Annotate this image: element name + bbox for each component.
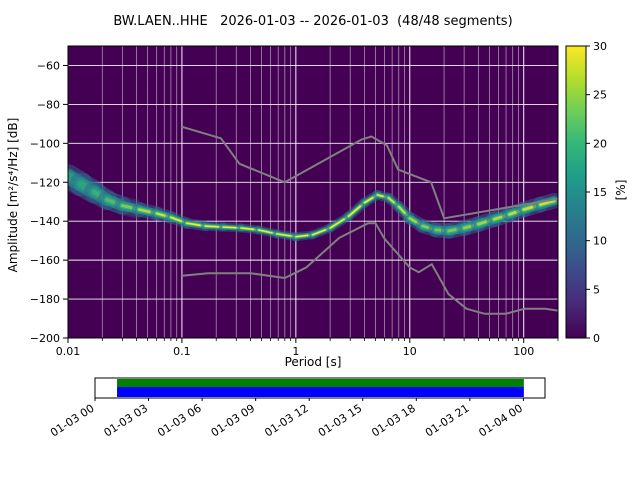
- y-tick-label: −80: [37, 98, 60, 111]
- x-axis-label: Period [s]: [284, 355, 342, 369]
- colorbar-tick-label: 15: [593, 186, 607, 199]
- y-tick-label: −200: [30, 332, 60, 345]
- x-tick-label: 100: [513, 345, 534, 358]
- psd-band-segment: [538, 199, 556, 207]
- timeline-tick-label: 01-03 15: [316, 402, 365, 440]
- y-tick-label: −60: [37, 59, 60, 72]
- noise-model-low: [181, 222, 558, 315]
- colorbar-tick-label: 30: [593, 40, 607, 53]
- colorbar-tick-label: 5: [593, 283, 600, 296]
- plot-title: BW.LAEN..HHE 2026-01-03 -- 2026-01-03 (4…: [113, 14, 513, 29]
- x-tick-label: 1: [292, 345, 299, 358]
- plot-background: [68, 46, 558, 338]
- x-tick-label: 0.1: [173, 345, 191, 358]
- timeline-coverage-green: [117, 379, 524, 387]
- noise-model-high: [181, 125, 558, 220]
- timeline-tick-label: 01-03 03: [102, 402, 151, 440]
- timeline-tick-label: 01-03 21: [423, 402, 472, 440]
- y-tick-label: −140: [30, 215, 60, 228]
- y-tick-label: −120: [30, 176, 60, 189]
- y-tick-label: −100: [30, 137, 60, 150]
- timeline-tick-label: 01-03 06: [155, 402, 204, 440]
- timeline-tick-label: 01-04 00: [476, 402, 525, 440]
- data-group: [68, 125, 558, 315]
- colorbar-tick-label: 25: [593, 89, 607, 102]
- y-tick-label: −180: [30, 293, 60, 306]
- colorbar-tick-label: 20: [593, 137, 607, 150]
- x-tick-label: 0.01: [56, 345, 81, 358]
- colorbar-tick-label: 0: [593, 332, 600, 345]
- colorbar: [565, 45, 587, 339]
- y-tick-label: −160: [30, 254, 60, 267]
- timeline-tick-label: 01-03 00: [48, 402, 97, 440]
- plot-frame: [67, 45, 559, 339]
- colorbar-tick-label: 10: [593, 235, 607, 248]
- timeline-tick-label: 01-03 18: [369, 402, 418, 440]
- timeline-coverage-blue: [117, 387, 524, 397]
- timeline-tick-label: 01-03 09: [209, 402, 258, 440]
- x-tick-label: 10: [403, 345, 417, 358]
- timeline-tick-label: 01-03 12: [262, 402, 311, 440]
